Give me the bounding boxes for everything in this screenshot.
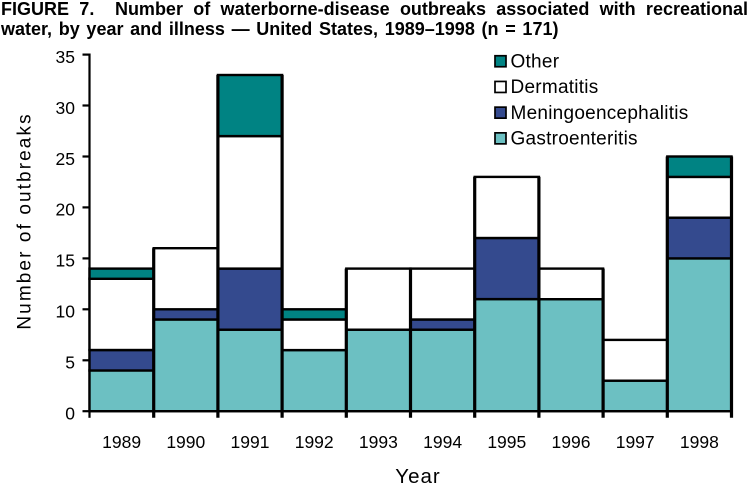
svg-text:1996: 1996 (552, 432, 591, 452)
svg-text:5: 5 (65, 353, 75, 373)
svg-text:Year: Year (395, 465, 440, 487)
svg-text:15: 15 (56, 251, 75, 271)
svg-text:1989: 1989 (102, 432, 141, 452)
svg-text:Other: Other (511, 51, 560, 72)
svg-text:20: 20 (56, 200, 76, 220)
svg-text:1992: 1992 (295, 432, 334, 452)
svg-text:1990: 1990 (166, 432, 205, 452)
svg-text:Meningoencephalitis: Meningoencephalitis (511, 103, 689, 124)
svg-text:Gastroenteritis: Gastroenteritis (511, 129, 638, 150)
svg-text:1993: 1993 (359, 432, 398, 452)
svg-text:35: 35 (56, 47, 75, 67)
svg-text:0: 0 (65, 404, 75, 424)
svg-text:1991: 1991 (231, 432, 270, 452)
svg-text:Dermatitis: Dermatitis (511, 77, 599, 98)
svg-text:1994: 1994 (423, 432, 462, 452)
svg-text:Number of outbreaks: Number of outbreaks (15, 112, 36, 329)
svg-text:25: 25 (56, 149, 75, 169)
svg-text:30: 30 (56, 98, 76, 118)
svg-text:10: 10 (56, 302, 76, 322)
svg-text:1995: 1995 (487, 432, 526, 452)
svg-text:1997: 1997 (616, 432, 655, 452)
svg-text:1998: 1998 (680, 432, 719, 452)
